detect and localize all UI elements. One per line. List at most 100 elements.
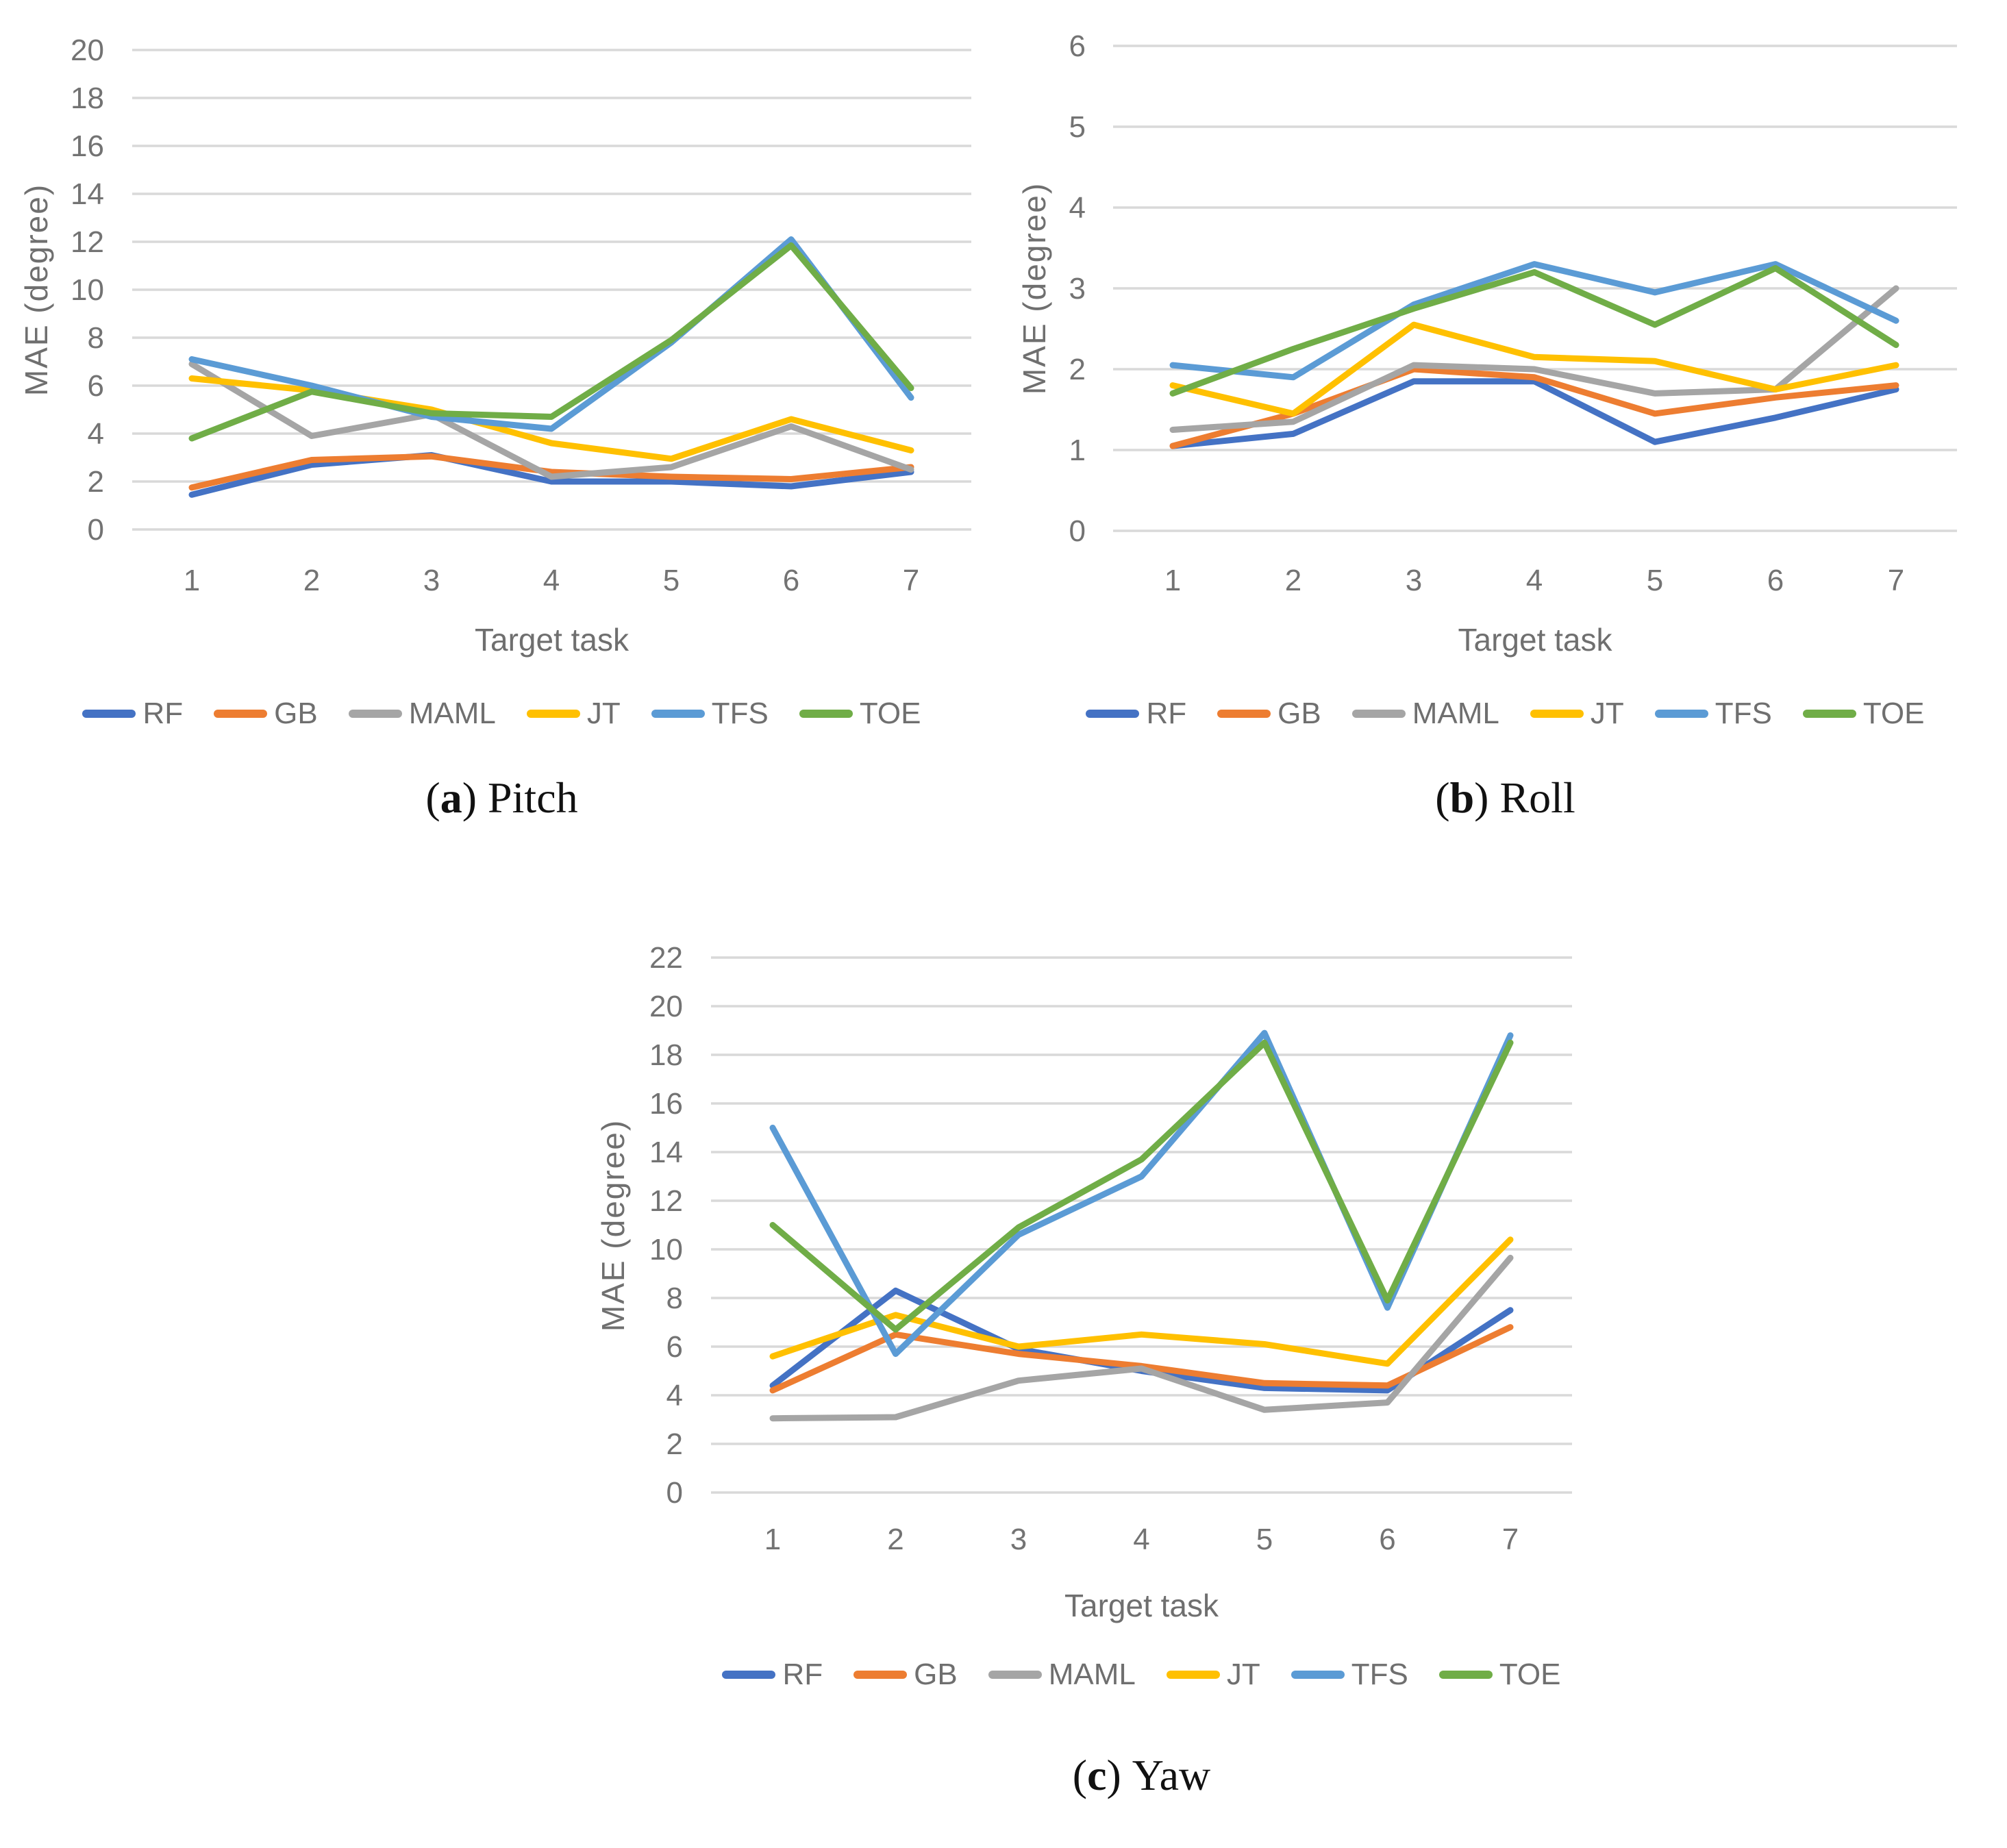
series-line-GB: [188, 453, 914, 491]
x-tick-label-6: 6: [783, 564, 799, 597]
legend-swatch-GB: [1217, 710, 1271, 718]
y-tick-label-18: 18: [649, 1038, 683, 1072]
legend-item-MAML: MAML: [988, 1658, 1136, 1692]
roll-caption-label: Roll: [1499, 773, 1575, 822]
y-tick-label-16: 16: [649, 1087, 683, 1121]
x-tick-label-4: 4: [543, 564, 560, 597]
y-tick-label-0: 0: [666, 1476, 683, 1510]
legend-label-GB: GB: [274, 697, 318, 730]
series-line-TFS: [188, 236, 914, 432]
x-tick-label-1: 1: [1164, 564, 1181, 597]
x-tick-label-7: 7: [903, 564, 919, 597]
yaw-caption-label: Yaw: [1132, 1751, 1211, 1799]
legend-label-JT: JT: [1226, 1658, 1260, 1691]
legend-label-MAML: MAML: [1048, 1658, 1136, 1691]
legend-item-JT: JT: [526, 697, 621, 731]
series-line-TOE: [1169, 265, 1899, 397]
y-tick-label-16: 16: [71, 129, 104, 163]
x-tick-label-2: 2: [303, 564, 320, 597]
legend-item-TOE: TOE: [799, 697, 921, 731]
chart-pitch: 0 2 4 6 8 10 12 14 16 18 20 1 2 3 4 5 6 7 MAE (degree) Ta…: [0, 0, 1004, 924]
legend-swatch-TOE: [1802, 710, 1856, 718]
legend-item-RF: RF: [82, 697, 183, 731]
yaw-caption: (c) Yaw: [711, 1750, 1572, 1801]
legend-label-JT: JT: [586, 697, 621, 730]
legend-item-MAML: MAML: [348, 697, 496, 731]
y-tick-label-4: 4: [1069, 191, 1086, 225]
y-tick-label-14: 14: [649, 1136, 683, 1169]
legend-label-RF: RF: [782, 1658, 823, 1691]
x-tick-label-3: 3: [423, 564, 440, 597]
yaw-y-axis-title-text: MAE (degree): [595, 1119, 631, 1332]
pitch-y-axis-title-text: MAE (degree): [18, 183, 54, 397]
roll-y-axis-title-text: MAE (degree): [1017, 182, 1052, 395]
y-tick-label-8: 8: [666, 1282, 683, 1315]
x-tick-label-7: 7: [1502, 1523, 1519, 1556]
x-tick-label-2: 2: [1285, 564, 1301, 597]
yaw-caption-open-paren: (: [1072, 1751, 1088, 1799]
legend-label-RF: RF: [1146, 697, 1187, 730]
legend-item-TFS: TFS: [1291, 1658, 1408, 1692]
legend-swatch-RF: [82, 710, 136, 718]
yaw-y-axis-title: MAE (degree): [582, 958, 644, 1493]
legend-item-TFS: TFS: [1654, 697, 1772, 731]
x-tick-label-6: 6: [1379, 1523, 1395, 1556]
legend-item-JT: JT: [1166, 1658, 1260, 1692]
y-tick-label-1: 1: [1069, 434, 1086, 467]
series-line-MAML: [188, 361, 914, 480]
y-tick-label-0: 0: [88, 513, 104, 547]
legend-label-RF: RF: [142, 697, 184, 730]
pitch-caption-open-paren: (: [425, 773, 440, 822]
legend-swatch-JT: [526, 710, 580, 718]
legend-swatch-MAML: [988, 1671, 1042, 1679]
roll-caption: (b) Roll: [1004, 773, 2007, 823]
roll-caption-open-paren: (: [1435, 773, 1450, 822]
y-tick-label-12: 12: [71, 225, 104, 259]
y-tick-label-18: 18: [71, 82, 104, 115]
legend-label-TFS: TFS: [711, 697, 769, 730]
legend-label-TFS: TFS: [1351, 1658, 1408, 1691]
y-tick-label-5: 5: [1069, 110, 1086, 144]
series-line-TOE: [769, 1039, 1514, 1333]
pitch-caption-label: Pitch: [488, 773, 578, 822]
series-line-JT: [1169, 321, 1899, 417]
pitch-caption: (a) Pitch: [0, 773, 1004, 823]
legend-label-GB: GB: [1277, 697, 1321, 730]
x-tick-label-4: 4: [1133, 1523, 1149, 1556]
roll-caption-letter: b: [1449, 773, 1475, 822]
y-tick-label-10: 10: [71, 273, 104, 307]
yaw-legend: RF GB MAML JT TFS TOE: [711, 1654, 1572, 1695]
legend-item-MAML: MAML: [1351, 697, 1499, 731]
series-line-TFS: [769, 1029, 1514, 1358]
legend-item-TFS: TFS: [651, 697, 769, 731]
x-tick-label-6: 6: [1767, 564, 1784, 597]
legend-swatch-MAML: [1351, 710, 1406, 718]
x-tick-label-1: 1: [184, 564, 200, 597]
series-line-RF: [188, 452, 914, 498]
legend-swatch-JT: [1166, 1671, 1220, 1679]
y-tick-label-20: 20: [649, 990, 683, 1023]
y-tick-label-12: 12: [649, 1184, 683, 1218]
legend-swatch-RF: [1086, 710, 1140, 718]
legend-label-MAML: MAML: [1412, 697, 1499, 730]
legend-swatch-GB: [853, 1671, 908, 1679]
legend-label-TOE: TOE: [859, 697, 921, 730]
x-tick-label-5: 5: [1256, 1523, 1273, 1556]
x-tick-label-5: 5: [663, 564, 680, 597]
y-tick-label-6: 6: [1069, 29, 1086, 63]
legend-swatch-TOE: [799, 710, 853, 718]
pitch-legend: RF GB MAML JT TFS TOE: [0, 693, 1004, 734]
x-tick-label-2: 2: [887, 1523, 903, 1556]
roll-y-axis-title: MAE (degree): [1004, 46, 1065, 531]
y-tick-label-0: 0: [1069, 514, 1086, 548]
legend-item-GB: GB: [1217, 697, 1321, 731]
legend-swatch-MAML: [348, 710, 402, 718]
x-tick-label-1: 1: [764, 1523, 781, 1556]
legend-item-JT: JT: [1530, 697, 1624, 731]
y-tick-label-20: 20: [71, 34, 104, 67]
y-tick-label-6: 6: [666, 1330, 683, 1364]
legend-swatch-GB: [214, 710, 268, 718]
pitch-caption-close-paren: ): [462, 773, 477, 822]
y-tick-label-2: 2: [88, 465, 104, 499]
